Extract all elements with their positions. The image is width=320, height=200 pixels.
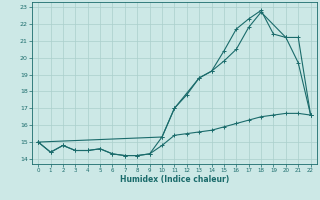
X-axis label: Humidex (Indice chaleur): Humidex (Indice chaleur) [120,175,229,184]
